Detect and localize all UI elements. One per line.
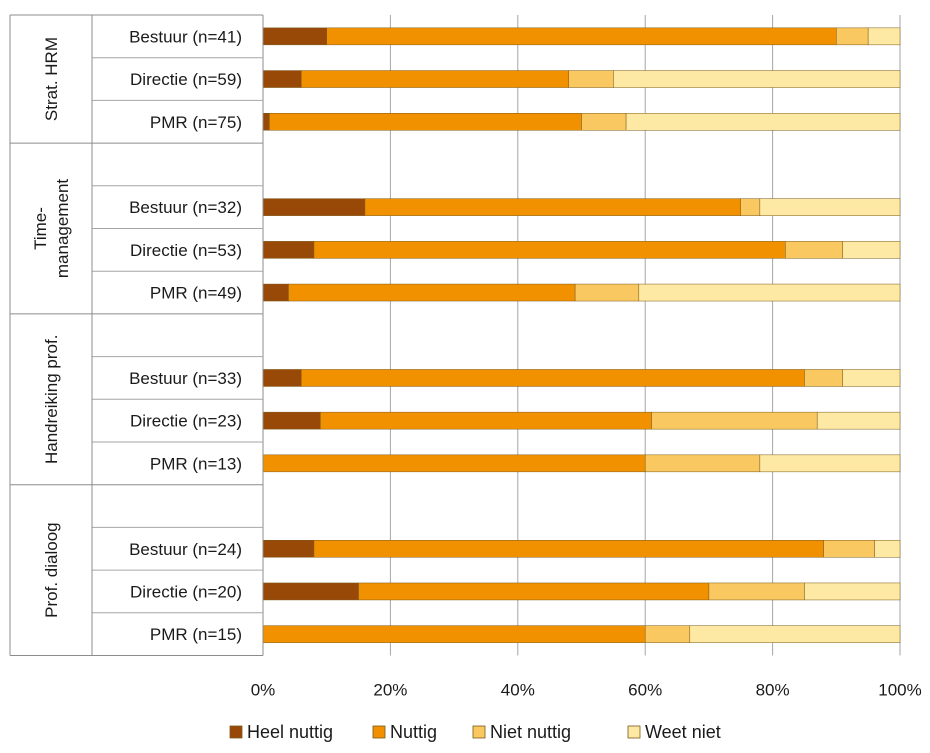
legend-label: Niet nuttig bbox=[490, 722, 571, 742]
bar-segment bbox=[689, 625, 901, 643]
bar-segment bbox=[262, 113, 270, 131]
bar-segment bbox=[804, 369, 843, 387]
bar-segment bbox=[288, 283, 576, 302]
bar-segment bbox=[574, 283, 640, 302]
bar-segment bbox=[262, 241, 315, 259]
x-tick-label: 0% bbox=[251, 681, 276, 700]
row-label: Directie (n=59) bbox=[130, 70, 242, 89]
group-label: Strat. HRM bbox=[42, 37, 61, 121]
bar-segment bbox=[740, 198, 761, 216]
bar-segment bbox=[262, 411, 321, 430]
x-tick-label: 100% bbox=[878, 681, 921, 700]
bar-segment bbox=[644, 625, 691, 643]
bar-segment bbox=[785, 241, 843, 259]
x-tick-label: 60% bbox=[628, 681, 662, 700]
row-label: Directie (n=20) bbox=[130, 582, 242, 601]
row-label: Directie (n=53) bbox=[130, 241, 242, 260]
row-label: Bestuur (n=24) bbox=[129, 540, 242, 559]
bar-segment bbox=[568, 70, 614, 88]
bar-segment bbox=[625, 113, 901, 131]
bar-segment bbox=[300, 70, 570, 88]
bar-segment bbox=[269, 113, 582, 131]
bar-segment bbox=[708, 582, 805, 601]
legend-swatch bbox=[472, 725, 486, 739]
row-label: Bestuur (n=33) bbox=[129, 369, 242, 388]
row-label: PMR (n=49) bbox=[150, 284, 242, 303]
legend: Heel nuttig Nuttig Niet nuttig Weet niet bbox=[229, 722, 721, 742]
bar-segment bbox=[842, 369, 901, 387]
group-label: Handreiking prof. bbox=[42, 335, 61, 464]
bar-segment bbox=[804, 582, 901, 601]
row-labels: Bestuur (n=41) Directie (n=59) PMR (n=75) B… bbox=[129, 27, 242, 644]
bar-segment bbox=[867, 27, 901, 46]
bar-segment bbox=[313, 241, 786, 259]
bar-segment bbox=[581, 113, 627, 131]
group-label: management bbox=[53, 179, 72, 279]
bar-segment bbox=[644, 454, 761, 473]
bar-segment bbox=[759, 454, 901, 473]
bar-segment bbox=[262, 625, 646, 643]
row-label: PMR (n=13) bbox=[150, 454, 242, 473]
x-tick-label: 40% bbox=[501, 681, 535, 700]
bar-segment bbox=[262, 283, 289, 302]
bar-segment bbox=[262, 454, 646, 473]
gridlines bbox=[262, 15, 901, 656]
x-tick-label: 20% bbox=[373, 681, 407, 700]
legend-swatch bbox=[229, 725, 243, 739]
bar-segment bbox=[262, 27, 327, 46]
category-frame bbox=[9, 14, 264, 656]
legend-label: Weet niet bbox=[645, 722, 721, 742]
bar-segment bbox=[313, 540, 824, 558]
bar-segment bbox=[651, 411, 818, 430]
bar-segment bbox=[262, 582, 359, 601]
row-label: Bestuur (n=32) bbox=[129, 198, 242, 217]
bar-segment bbox=[326, 27, 837, 46]
legend-swatch bbox=[627, 725, 641, 739]
bar-segment bbox=[842, 241, 901, 259]
x-tick-label: 80% bbox=[756, 681, 790, 700]
bar-segment bbox=[358, 582, 710, 601]
bar-segment bbox=[759, 198, 901, 216]
bars bbox=[262, 27, 901, 643]
bar-segment bbox=[262, 198, 366, 216]
bar-segment bbox=[823, 540, 875, 558]
x-axis-ticks: 0% 20% 40% 60% 80% 100% bbox=[251, 681, 922, 700]
bar-segment bbox=[300, 369, 805, 387]
group-label: Prof. dialoog bbox=[42, 522, 61, 617]
bar-segment bbox=[262, 540, 315, 558]
legend-label: Heel nuttig bbox=[247, 722, 333, 742]
bar-segment bbox=[262, 70, 302, 88]
row-label: Directie (n=23) bbox=[130, 412, 242, 431]
row-label: PMR (n=75) bbox=[150, 113, 242, 132]
bar-segment bbox=[613, 70, 901, 88]
bar-segment bbox=[638, 283, 901, 302]
bar-segment bbox=[364, 198, 741, 216]
bar-segment bbox=[320, 411, 652, 430]
bar-segment bbox=[874, 540, 901, 558]
row-label: Bestuur (n=41) bbox=[129, 27, 242, 46]
group-label: Time- bbox=[31, 207, 50, 250]
legend-swatch bbox=[372, 725, 386, 739]
bar-segment bbox=[262, 369, 302, 387]
bar-segment bbox=[836, 27, 869, 46]
row-label: PMR (n=15) bbox=[150, 625, 242, 644]
group-labels: Strat. HRM Time-management Handreiking pro… bbox=[31, 37, 72, 618]
legend-label: Nuttig bbox=[390, 722, 437, 742]
bar-segment bbox=[816, 411, 901, 430]
